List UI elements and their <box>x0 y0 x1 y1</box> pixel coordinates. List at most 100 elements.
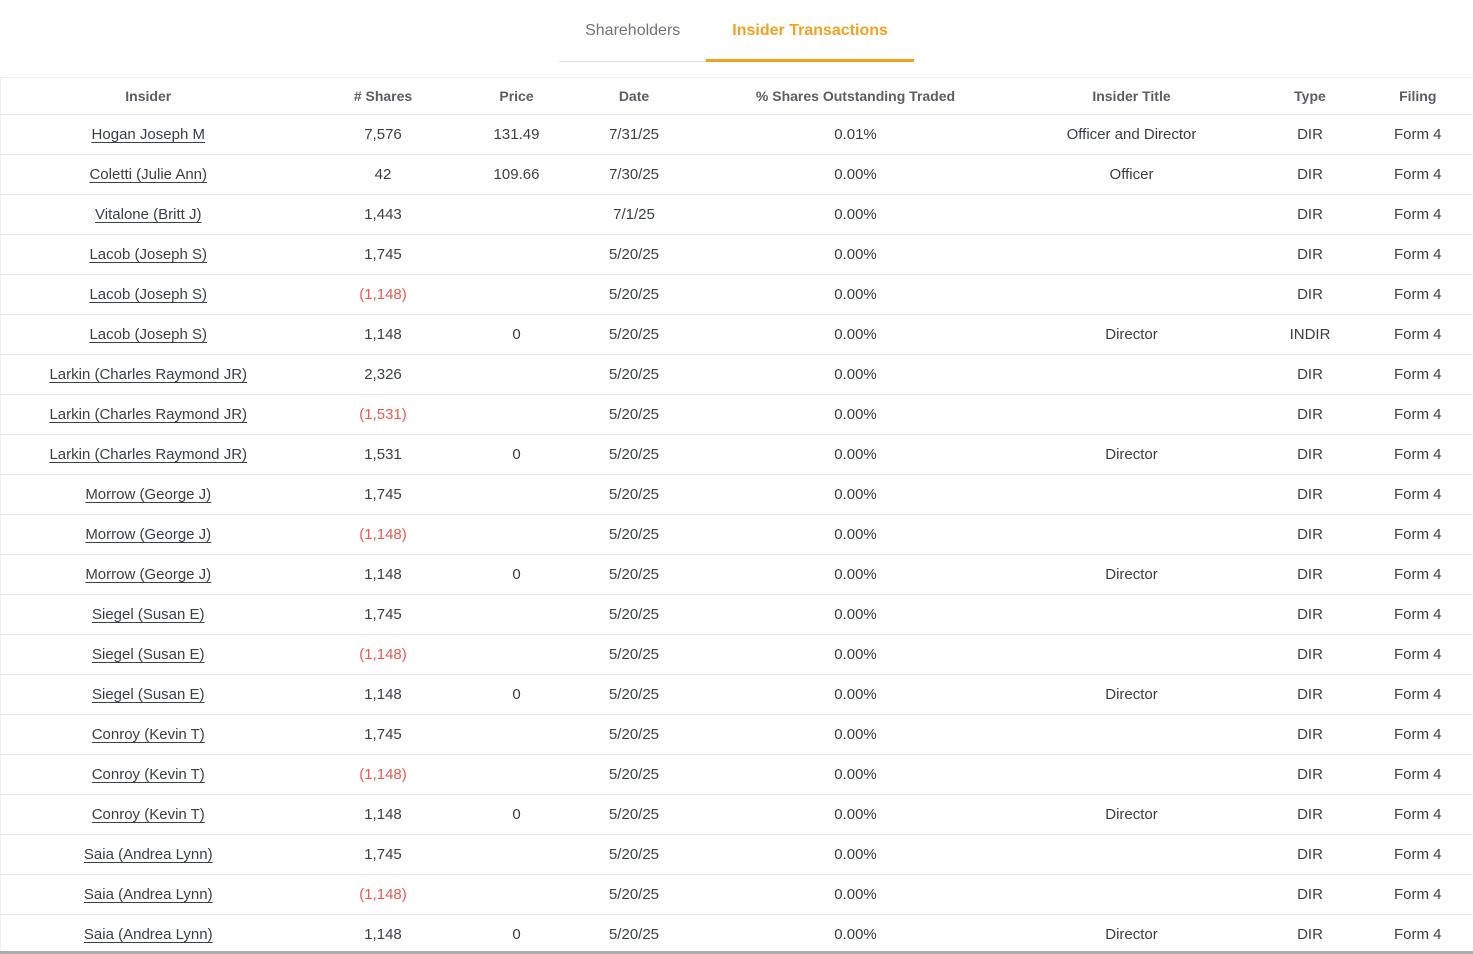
shares-cell: 1,745 <box>295 594 471 635</box>
filing-cell: Form 4 <box>1362 114 1473 155</box>
insider-cell: Morrow (George J) <box>0 554 296 595</box>
filing-cell: Form 4 <box>1362 794 1473 835</box>
table-row: Larkin (Charles Raymond JR) 2,326 5/20/25 0… <box>0 354 1473 395</box>
shares-cell: 1,148 <box>295 794 471 835</box>
type-value: DIR <box>1297 926 1323 943</box>
pct-outstanding-value: 0.00% <box>834 526 877 543</box>
table-row: Coletti (Julie Ann) 42 109.66 7/30/25 0.00% O… <box>0 154 1473 195</box>
pct-outstanding-cell: 0.00% <box>705 434 1006 475</box>
insider-title-value: Director <box>1105 446 1158 463</box>
insider-title-value: Director <box>1105 806 1158 823</box>
date-cell: 5/20/25 <box>562 474 706 515</box>
insider-link[interactable]: Larkin (Charles Raymond JR) <box>49 446 248 463</box>
pct-outstanding-value: 0.00% <box>834 366 877 383</box>
insider-title-cell <box>1005 194 1258 235</box>
filing-cell: Form 4 <box>1362 474 1473 515</box>
filing-cell: Form 4 <box>1362 714 1473 755</box>
filing-cell: Form 4 <box>1362 434 1473 475</box>
price-cell <box>470 834 563 875</box>
insider-cell: Saia (Andrea Lynn) <box>0 914 296 954</box>
insider-link[interactable]: Hogan Joseph M <box>91 126 205 143</box>
price-cell <box>470 714 563 755</box>
type-cell: DIR <box>1257 154 1363 195</box>
insider-title-value: Director <box>1105 326 1158 343</box>
shares-value: 1,148 <box>364 326 402 343</box>
date-value: 5/20/25 <box>608 526 660 543</box>
insider-link[interactable]: Lacob (Joseph S) <box>89 286 208 303</box>
insider-title-value: Director <box>1105 926 1158 943</box>
insider-link[interactable]: Siegel (Susan E) <box>91 686 205 703</box>
tab-insider-transactions[interactable]: Insider Transactions <box>706 13 914 62</box>
price-cell <box>470 514 563 555</box>
table-row: Lacob (Joseph S) 1,148 0 5/20/25 0.00% Direct… <box>0 314 1473 355</box>
insider-link[interactable]: Saia (Andrea Lynn) <box>83 926 213 943</box>
insider-link[interactable]: Lacob (Joseph S) <box>89 326 208 343</box>
pct-outstanding-value: 0.00% <box>834 726 877 743</box>
filing-value: Form 4 <box>1393 926 1442 943</box>
type-cell: DIR <box>1257 474 1363 515</box>
column-header-price: Price <box>470 77 563 115</box>
price-cell <box>470 394 563 435</box>
insider-link[interactable]: Morrow (George J) <box>85 526 212 543</box>
price-cell <box>470 354 563 395</box>
shares-cell: 1,745 <box>295 234 471 275</box>
column-header-pct-outstanding: % Shares Outstanding Traded <box>705 77 1006 115</box>
price-cell: 0 <box>470 554 563 595</box>
insider-title-cell: Director <box>1005 794 1258 835</box>
pct-outstanding-cell: 0.00% <box>705 754 1006 795</box>
price-cell <box>470 594 563 635</box>
date-cell: 7/31/25 <box>562 114 706 155</box>
pct-outstanding-cell: 0.00% <box>705 194 1006 235</box>
type-cell: DIR <box>1257 834 1363 875</box>
date-value: 5/20/25 <box>608 686 660 703</box>
insider-link[interactable]: Saia (Andrea Lynn) <box>83 846 213 863</box>
price-value: 0 <box>512 686 521 703</box>
insider-link[interactable]: Conroy (Kevin T) <box>91 806 205 823</box>
shares-value: 1,148 <box>364 686 402 703</box>
insider-link[interactable]: Larkin (Charles Raymond JR) <box>49 366 248 383</box>
insider-link[interactable]: Conroy (Kevin T) <box>91 726 205 743</box>
insider-link[interactable]: Saia (Andrea Lynn) <box>83 886 213 903</box>
table-row: Morrow (George J) 1,745 5/20/25 0.00% DIR For… <box>0 474 1473 515</box>
type-cell: DIR <box>1257 714 1363 755</box>
pct-outstanding-cell: 0.01% <box>705 114 1006 155</box>
price-cell <box>470 274 563 315</box>
shares-cell: (1,148) <box>295 754 471 795</box>
pct-outstanding-cell: 0.00% <box>705 594 1006 635</box>
insider-link[interactable]: Siegel (Susan E) <box>91 646 205 663</box>
date-cell: 5/20/25 <box>562 554 706 595</box>
date-cell: 5/20/25 <box>562 274 706 315</box>
date-value: 5/20/25 <box>608 806 660 823</box>
shares-cell: 1,148 <box>295 674 471 715</box>
insider-cell: Conroy (Kevin T) <box>0 754 296 795</box>
insider-title-cell <box>1005 234 1258 275</box>
insider-link[interactable]: Vitalone (Britt J) <box>95 206 202 223</box>
insider-title-value: Director <box>1105 566 1158 583</box>
insider-link[interactable]: Lacob (Joseph S) <box>89 246 208 263</box>
date-cell: 5/20/25 <box>562 914 706 954</box>
shares-value: 1,148 <box>364 806 402 823</box>
shares-value: 2,326 <box>364 366 402 383</box>
insider-cell: Conroy (Kevin T) <box>0 714 296 755</box>
insider-link[interactable]: Coletti (Julie Ann) <box>89 166 208 183</box>
shares-value: (1,148) <box>359 526 407 543</box>
shares-cell: (1,148) <box>295 274 471 315</box>
insider-link[interactable]: Siegel (Susan E) <box>91 606 205 623</box>
insider-link[interactable]: Conroy (Kevin T) <box>91 766 205 783</box>
date-cell: 5/20/25 <box>562 514 706 555</box>
filing-cell: Form 4 <box>1362 314 1473 355</box>
tab-shareholders[interactable]: Shareholders <box>559 13 707 62</box>
pct-outstanding-value: 0.00% <box>834 766 877 783</box>
insider-link[interactable]: Larkin (Charles Raymond JR) <box>49 406 248 423</box>
type-value: DIR <box>1297 446 1323 463</box>
insider-title-cell <box>1005 474 1258 515</box>
insider-title-cell: Director <box>1005 314 1258 355</box>
insider-link[interactable]: Morrow (George J) <box>85 566 212 583</box>
filing-cell: Form 4 <box>1362 594 1473 635</box>
tab-shareholders-label: Shareholders <box>585 22 681 39</box>
type-cell: DIR <box>1257 234 1363 275</box>
shares-cell: 1,148 <box>295 914 471 954</box>
insider-link[interactable]: Morrow (George J) <box>85 486 212 503</box>
pct-outstanding-cell: 0.00% <box>705 554 1006 595</box>
price-cell <box>470 234 563 275</box>
